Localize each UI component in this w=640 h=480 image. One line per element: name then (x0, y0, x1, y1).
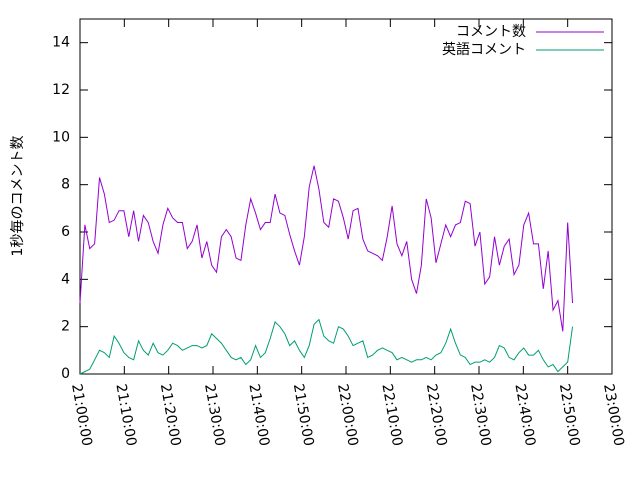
y-tick-label: 10 (52, 129, 70, 145)
x-tick-label: 22:20:00 (423, 383, 450, 448)
legend-label: コメント数 (456, 24, 526, 40)
x-tick-label: 21:00:00 (68, 383, 95, 448)
y-tick-label: 6 (61, 224, 70, 240)
x-tick-label: 22:10:00 (378, 383, 405, 448)
x-tick-label: 22:00:00 (334, 383, 361, 448)
plot-frame (79, 18, 613, 375)
series-line (79, 318, 574, 375)
y-tick-label: 12 (52, 82, 70, 98)
x-tick-label: 21:30:00 (201, 383, 228, 448)
y-tick-label: 4 (61, 271, 70, 287)
x-tick-label: 22:40:00 (511, 383, 538, 448)
y-tick-label: 2 (61, 319, 70, 335)
y-tick-label: 0 (61, 366, 70, 382)
x-tick-label: 21:20:00 (157, 383, 184, 448)
legend-label: 英語コメント (442, 41, 526, 58)
y-tick-label: 14 (52, 35, 70, 51)
y-tick-label: 8 (61, 177, 70, 193)
y-axis-label: 1秒毎のコメント数 (10, 136, 26, 257)
x-tick-label: 22:30:00 (467, 383, 494, 448)
x-tick-label: 21:50:00 (290, 383, 317, 448)
x-tick-label: 21:10:00 (112, 383, 139, 448)
series-line (79, 165, 574, 332)
x-tick-label: 21:40:00 (245, 383, 272, 448)
x-tick-label: 23:00:00 (600, 383, 627, 448)
x-tick-label: 22:50:00 (556, 383, 583, 448)
